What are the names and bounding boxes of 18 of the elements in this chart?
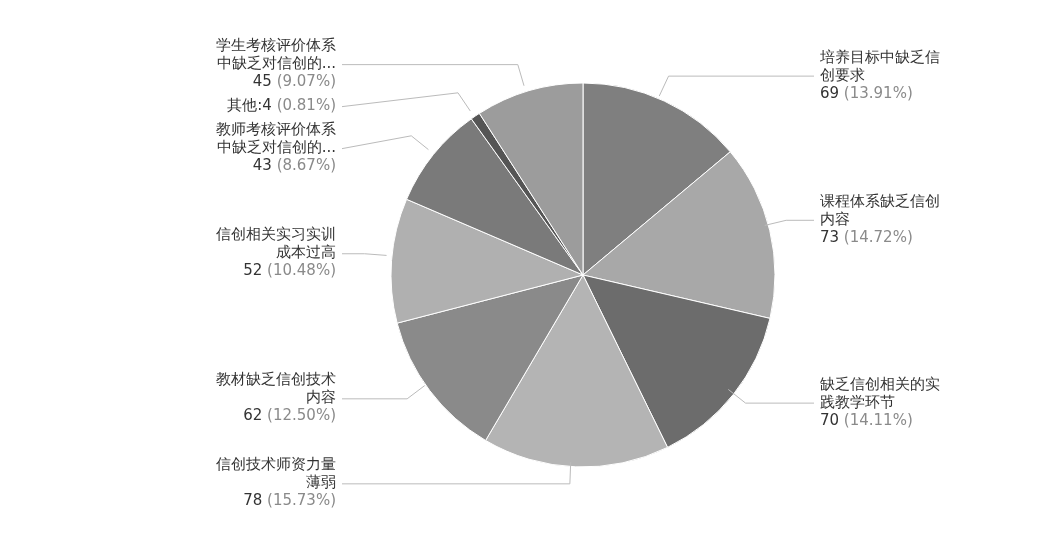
slice-label: 学生考核评价体系中缺乏对信创的... xyxy=(216,36,336,73)
data-label: :4 (0.81%) xyxy=(257,96,336,115)
slice-label: 信创技术师资力量薄弱 xyxy=(216,455,336,492)
slice-label: 缺乏信创相关的实践教学环节 xyxy=(820,374,940,411)
slice-label: 教师考核评价体系中缺乏对信创的... xyxy=(216,120,336,157)
slice-label: 教材缺乏信创技术内容 xyxy=(216,370,336,407)
data-label: 78 (15.73%) xyxy=(243,491,336,510)
data-label: 69 (13.91%) xyxy=(820,83,913,102)
data-label: 43 (8.67%) xyxy=(252,156,336,175)
slice-label: 其他 xyxy=(227,96,258,115)
data-label: 73 (14.72%) xyxy=(820,227,913,246)
slice-label: 信创相关实习实训成本过高 xyxy=(216,225,336,262)
slice-label: 课程体系缺乏信创内容 xyxy=(820,191,940,228)
data-label: 45 (9.07%) xyxy=(252,72,336,91)
data-label: 62 (12.50%) xyxy=(243,406,336,425)
data-label: 70 (14.11%) xyxy=(820,410,913,429)
slice-label: 培养目标中缺乏信创要求 xyxy=(819,47,940,84)
data-label: 52 (10.48%) xyxy=(243,261,336,280)
